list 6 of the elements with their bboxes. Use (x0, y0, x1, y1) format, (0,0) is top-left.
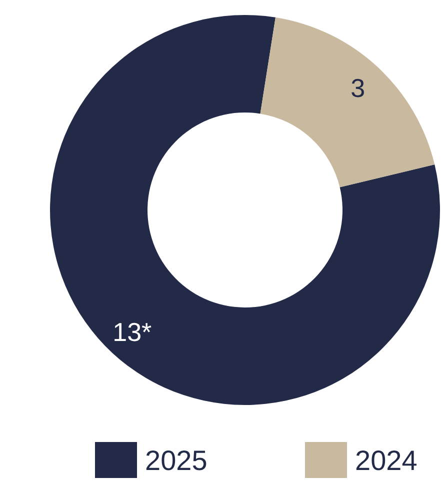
legend-label: 2024 (355, 445, 418, 476)
data-label: 13* (112, 317, 152, 348)
donut-slice (260, 17, 435, 188)
donut-slice (50, 15, 440, 405)
legend-label: 2025 (145, 445, 208, 476)
data-label: 3 (350, 72, 366, 103)
